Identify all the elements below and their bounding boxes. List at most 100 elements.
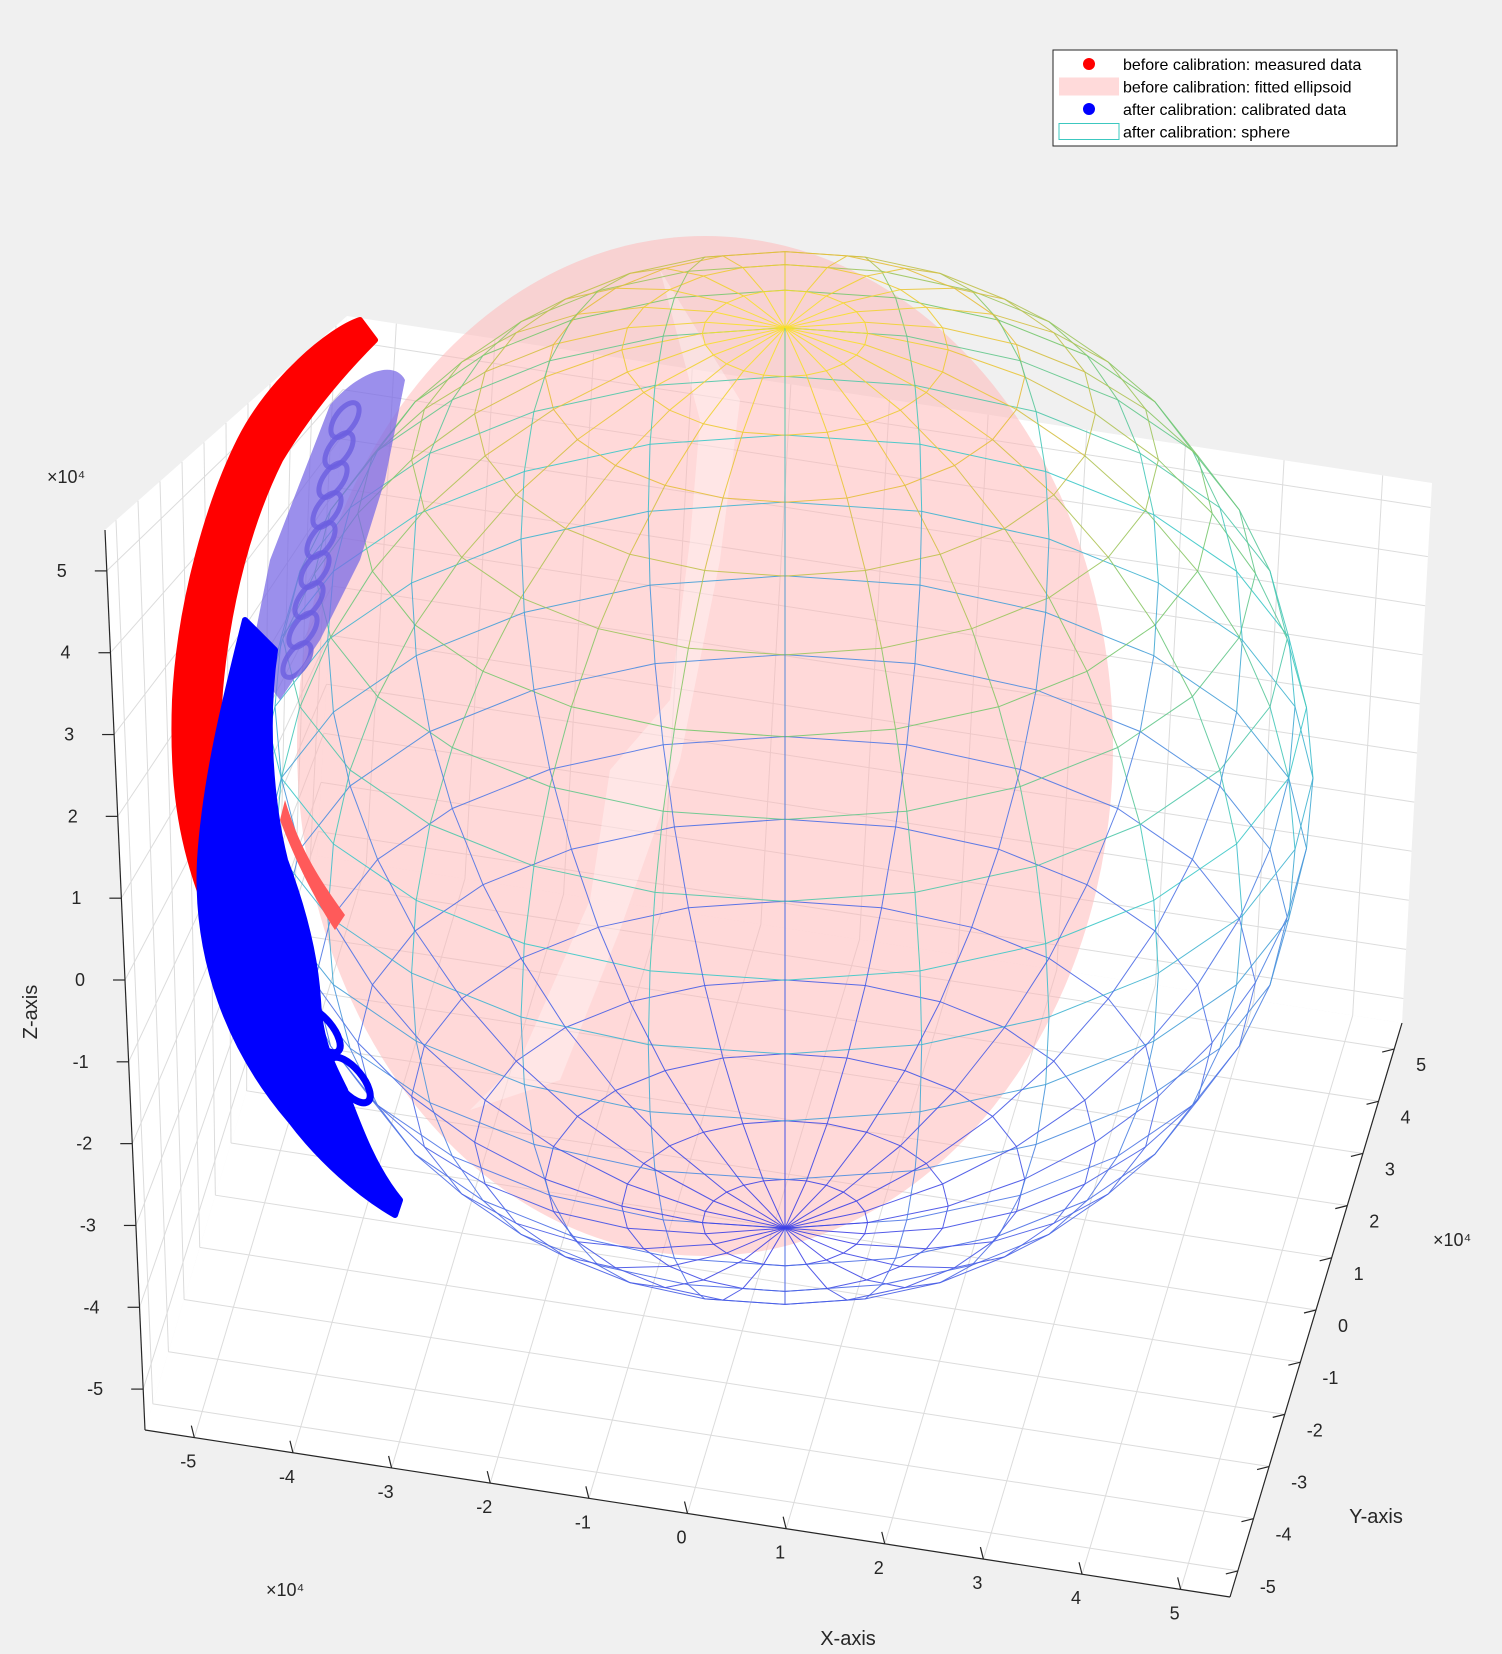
- x-tick-label: 3: [972, 1573, 982, 1593]
- sphere-meridian: [1219, 507, 1238, 572]
- legend-item[interactable]: after calibration: sphere: [1058, 123, 1290, 142]
- y-tick-mark: [1303, 1309, 1317, 1314]
- sphere-meridian: [1306, 777, 1314, 849]
- y-tick-label: -2: [1307, 1420, 1323, 1440]
- sphere-meridian: [411, 973, 417, 1042]
- sphere-meridian: [784, 1180, 807, 1229]
- sphere-meridian: [357, 1042, 412, 1097]
- sphere-meridian: [377, 1104, 416, 1155]
- sphere-meridian: [629, 1001, 666, 1071]
- sphere-meridian: [523, 1084, 535, 1145]
- sphere-meridian: [914, 585, 921, 664]
- sphere-meridian: [971, 849, 1000, 928]
- sphere-meridian: [1004, 528, 1050, 598]
- y-tick-label: -1: [1322, 1368, 1338, 1388]
- sphere-meridian: [429, 731, 453, 809]
- sphere-meridian: [906, 663, 916, 745]
- sphere-meridian: [926, 1115, 993, 1164]
- sphere-meridian: [1053, 998, 1109, 1062]
- sphere-meridian: [1191, 1048, 1221, 1106]
- sphere-meridian: [649, 892, 656, 971]
- sphere-meridian: [866, 423, 906, 486]
- legend-item[interactable]: before calibration: fitted ellipsoid: [1059, 77, 1352, 97]
- sphere-meridian: [926, 306, 993, 315]
- sphere-meridian: [1153, 582, 1159, 656]
- y-tick-mark: [1382, 1048, 1395, 1053]
- sphere-meridian: [1035, 866, 1047, 944]
- sphere-meridian: [516, 1222, 578, 1243]
- sphere-meridian: [520, 958, 566, 1028]
- sphere-meridian: [415, 824, 431, 901]
- sphere-meridian: [669, 363, 727, 411]
- calibrated-data-loop: [266, 963, 314, 1017]
- z-tick-label: -3: [80, 1215, 96, 1235]
- sphere-meridian: [1107, 1153, 1156, 1195]
- sphere-meridian: [705, 1210, 786, 1229]
- sphere-meridian: [1086, 1155, 1119, 1201]
- sphere-meridian: [482, 597, 522, 672]
- sphere-meridian: [806, 1263, 828, 1289]
- sphere-meridian: [825, 1131, 867, 1186]
- sphere-meridian: [545, 1178, 622, 1207]
- sphere-meridian: [784, 1227, 857, 1245]
- sphere-meridian: [1107, 557, 1156, 626]
- sphere-meridian: [1236, 843, 1243, 917]
- sphere-meridian: [763, 1180, 786, 1229]
- sphere-meridian: [474, 376, 546, 415]
- sphere-meridian: [856, 306, 927, 313]
- sphere-meridian: [881, 826, 897, 908]
- legend[interactable]: before calibration: measured data before …: [1052, 49, 1398, 147]
- sphere-meridian: [784, 327, 868, 334]
- sphere-meridian: [429, 1102, 453, 1157]
- sphere-meridian: [647, 511, 651, 586]
- calibrated-data-loop: [236, 913, 284, 967]
- sphere-meridian: [906, 811, 916, 893]
- sphere-meridian: [414, 1153, 463, 1195]
- sphere-meridian: [411, 900, 417, 974]
- z-tick-label: 3: [64, 725, 74, 745]
- sphere-meridian: [703, 275, 744, 297]
- sphere-meridian: [1035, 612, 1047, 690]
- sphere-meridian: [545, 349, 622, 378]
- sphere-meridian: [414, 557, 463, 626]
- sphere-meridian: [1019, 1144, 1037, 1196]
- sphere-meridian: [615, 287, 670, 291]
- y-tick-mark: [1256, 1465, 1270, 1471]
- y-tick-mark: [1335, 1205, 1348, 1210]
- sphere-meridian: [629, 1282, 666, 1289]
- sphere-meridian: [565, 465, 616, 529]
- sphere-meridian: [1016, 1183, 1085, 1212]
- sphere-meridian: [856, 1163, 927, 1202]
- sphere-meridian: [570, 628, 599, 707]
- x-axis-label: X-axis: [820, 1628, 876, 1650]
- sphere-meridian: [703, 1131, 745, 1186]
- y-tick-label: 4: [1401, 1107, 1411, 1127]
- sphere-meridian: [1191, 450, 1221, 508]
- sphere-meridian: [919, 970, 923, 1045]
- axes-layer: -5 -4 -3 -2 -1 0 1 2 3 4 5 -5 -4 -3 -2 -1 0 1 2 3 4 5 -5 -4 -3 -2…: [20, 467, 1471, 1650]
- x-tick-label: -4: [279, 1467, 295, 1487]
- sphere-meridian: [1154, 624, 1193, 697]
- sphere-meridian: [1236, 571, 1243, 641]
- legend-item[interactable]: after calibration: calibrated data: [1083, 102, 1346, 119]
- sphere-meridian: [533, 360, 551, 412]
- sphere-meridian: [705, 327, 786, 346]
- y-tick-label: 5: [1416, 1055, 1426, 1075]
- sphere-meridian: [662, 729, 675, 812]
- sphere-meridian: [571, 290, 599, 321]
- legend-label: after calibration: sphere: [1123, 125, 1290, 142]
- z-tick-label: 2: [68, 806, 78, 826]
- sphere-meridian: [942, 327, 1017, 345]
- sphere-meridian: [533, 689, 551, 770]
- sphere-meridian: [881, 270, 897, 299]
- sphere-meridian: [1024, 1141, 1096, 1180]
- calibrated-data-loop: [316, 460, 350, 500]
- legend-item[interactable]: before calibration: measured data: [1083, 57, 1361, 74]
- sphere-meridian: [649, 585, 656, 664]
- sphere-meridian: [971, 628, 1000, 707]
- sphere-meridian: [1197, 1045, 1240, 1101]
- sphere-meridian: [784, 327, 807, 376]
- sphere-meridian: [553, 327, 628, 345]
- sphere-meridian: [553, 1211, 628, 1229]
- z-tick-label: -2: [76, 1134, 92, 1154]
